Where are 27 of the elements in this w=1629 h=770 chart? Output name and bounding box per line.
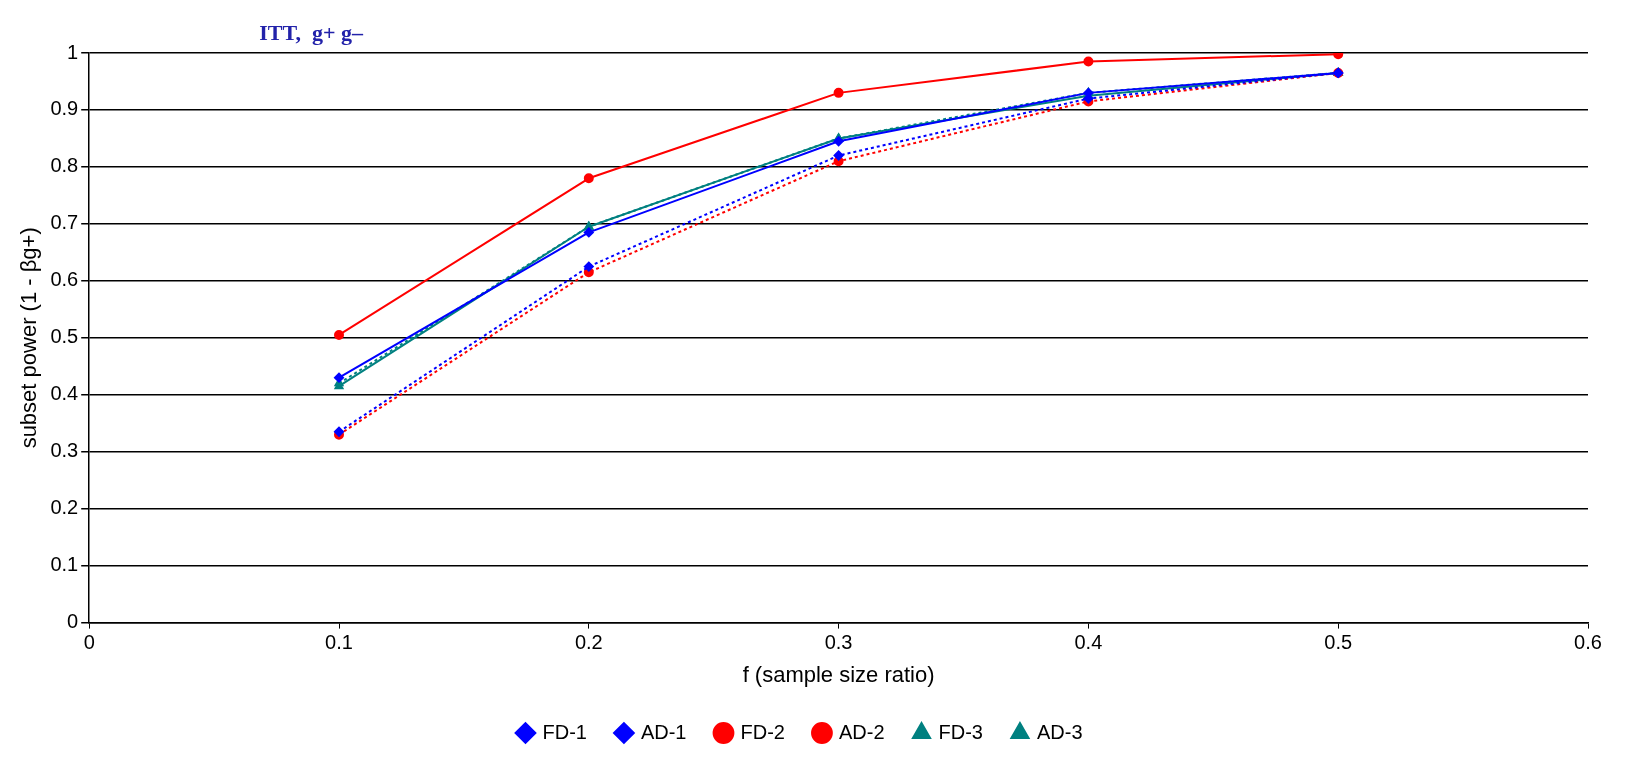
legend-label: FD-2 <box>740 720 785 743</box>
y-axis-title: subset power (1 - βg+) <box>16 227 42 449</box>
y-tick-label: 0.9 <box>50 97 79 120</box>
x-tick-label: 0.1 <box>325 631 353 654</box>
chart-title: ITT, g+ g– <box>259 19 365 45</box>
x-tick-label: 0.6 <box>1574 631 1602 654</box>
x-tick-label: 0.2 <box>574 631 603 654</box>
y-tick-label: 0.5 <box>50 325 79 348</box>
legend-label: AD-3 <box>1036 720 1083 743</box>
x-tick-label: 0.4 <box>1074 631 1103 654</box>
y-tick-label: 0.1 <box>50 553 79 576</box>
y-tick-label: 0.2 <box>50 496 79 519</box>
y-tick-label: 0.7 <box>50 211 79 234</box>
legend-label: AD-1 <box>640 720 687 743</box>
y-tick-label: 0 <box>67 610 79 633</box>
legend-label: AD-2 <box>838 720 885 743</box>
y-tick-label: 0.6 <box>50 268 79 291</box>
x-tick-label: 0.5 <box>1324 631 1353 654</box>
x-axis-title: f (sample size ratio) <box>742 661 935 687</box>
y-tick-label: 1 <box>67 40 79 63</box>
x-tick-label: 0 <box>83 631 95 654</box>
y-tick-label: 0.4 <box>50 382 79 405</box>
y-tick-label: 0.3 <box>50 439 79 462</box>
legend-label: FD-1 <box>542 720 587 743</box>
y-tick-label: 0.8 <box>50 154 79 177</box>
x-tick-label: 0.3 <box>824 631 853 654</box>
legend-label: FD-3 <box>938 720 983 743</box>
